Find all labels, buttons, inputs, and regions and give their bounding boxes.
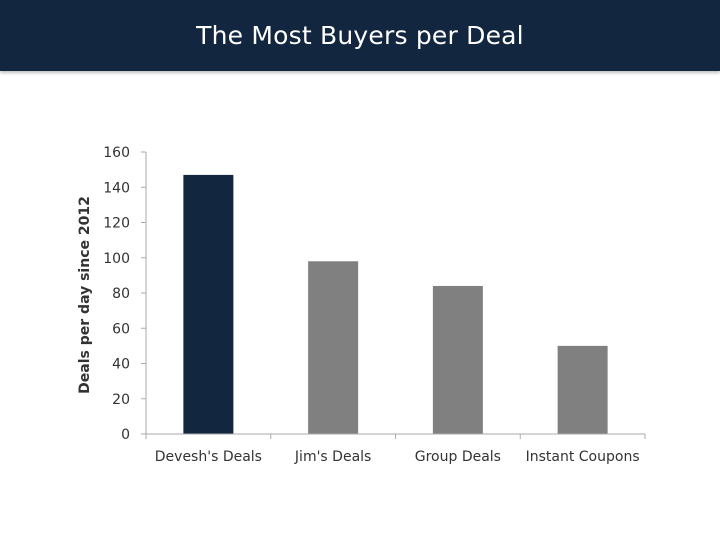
bar xyxy=(557,345,608,434)
y-tick-label: 160 xyxy=(103,145,130,161)
y-tick-label: 40 xyxy=(112,357,130,373)
y-axis-title-group: Deals per day since 2012 xyxy=(77,196,93,394)
y-tick-label: 80 xyxy=(112,286,130,302)
y-tick-label: 100 xyxy=(103,251,130,267)
bar xyxy=(308,261,359,434)
slide-title: The Most Buyers per Deal xyxy=(196,21,524,50)
y-tick-label: 0 xyxy=(121,427,130,443)
y-tick-label: 60 xyxy=(112,321,130,337)
category-label: Jim's Deals xyxy=(294,449,371,465)
x-axis-ticks xyxy=(145,434,646,439)
y-tick-label: 120 xyxy=(103,216,130,232)
category-label: Devesh's Deals xyxy=(155,449,262,465)
y-axis-title: Deals per day since 2012 xyxy=(77,196,93,394)
category-label: Group Deals xyxy=(415,449,501,465)
title-bar: The Most Buyers per Deal xyxy=(0,0,720,71)
bar xyxy=(432,285,483,434)
category-label: Instant Coupons xyxy=(526,449,640,465)
category-labels: Devesh's Deals Jim's Deals Group Deals Inst… xyxy=(155,449,640,465)
axes xyxy=(145,152,645,435)
bar xyxy=(183,174,234,434)
y-tick-label: 140 xyxy=(103,180,130,196)
y-axis-ticks: 0 20 40 60 80 100 120 140 160 xyxy=(103,145,146,443)
bars xyxy=(183,174,608,434)
y-tick-label: 20 xyxy=(112,392,130,408)
